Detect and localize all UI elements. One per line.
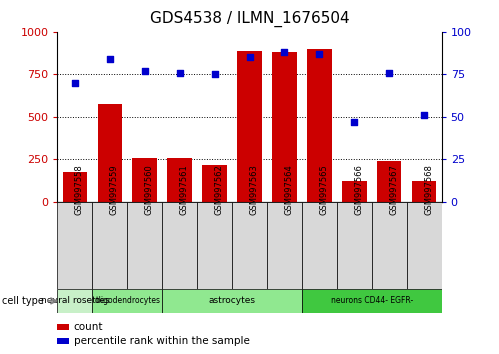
Point bbox=[141, 68, 149, 74]
Bar bbox=[162, 202, 197, 289]
Text: GSM997567: GSM997567 bbox=[389, 164, 398, 215]
Point bbox=[280, 50, 288, 55]
Point bbox=[420, 112, 428, 118]
Text: cell type: cell type bbox=[2, 296, 44, 306]
Bar bbox=[238, 51, 262, 202]
Text: GSM997568: GSM997568 bbox=[424, 164, 433, 215]
Point bbox=[106, 56, 114, 62]
Bar bbox=[92, 202, 127, 289]
Bar bbox=[203, 165, 227, 202]
Text: GSM997565: GSM997565 bbox=[319, 164, 328, 215]
Bar bbox=[167, 159, 192, 202]
Bar bbox=[407, 202, 442, 289]
Text: astrocytes: astrocytes bbox=[209, 296, 255, 306]
Bar bbox=[57, 289, 92, 313]
Bar bbox=[302, 202, 337, 289]
Text: count: count bbox=[73, 322, 103, 332]
Text: GDS4538 / ILMN_1676504: GDS4538 / ILMN_1676504 bbox=[150, 11, 349, 27]
Bar bbox=[377, 161, 401, 202]
Text: GSM997566: GSM997566 bbox=[354, 164, 363, 215]
Text: neurons CD44- EGFR-: neurons CD44- EGFR- bbox=[331, 296, 413, 306]
Text: oligodendrocytes: oligodendrocytes bbox=[94, 296, 160, 306]
Text: GSM997563: GSM997563 bbox=[250, 164, 258, 215]
Bar bbox=[197, 202, 232, 289]
Bar bbox=[162, 289, 302, 313]
Bar bbox=[267, 202, 302, 289]
Text: GSM997564: GSM997564 bbox=[284, 164, 293, 215]
Bar bbox=[57, 202, 92, 289]
Point bbox=[385, 70, 393, 75]
Point bbox=[176, 70, 184, 75]
Bar bbox=[302, 289, 442, 313]
Bar bbox=[342, 181, 366, 202]
Text: GSM997558: GSM997558 bbox=[75, 164, 84, 215]
Bar bbox=[307, 49, 331, 202]
Point bbox=[246, 55, 253, 60]
Text: neural rosettes: neural rosettes bbox=[40, 296, 109, 306]
Bar bbox=[232, 202, 267, 289]
Bar bbox=[63, 172, 87, 202]
Bar bbox=[97, 104, 122, 202]
Bar bbox=[57, 324, 69, 330]
Bar bbox=[372, 202, 407, 289]
Bar bbox=[127, 202, 162, 289]
Point bbox=[350, 119, 358, 125]
Bar bbox=[272, 52, 296, 202]
Text: GSM997560: GSM997560 bbox=[145, 164, 154, 215]
Point bbox=[211, 72, 219, 77]
Point bbox=[315, 51, 323, 57]
Bar bbox=[337, 202, 372, 289]
Point bbox=[71, 80, 79, 86]
Text: percentile rank within the sample: percentile rank within the sample bbox=[73, 336, 250, 346]
Bar bbox=[57, 338, 69, 344]
Text: GSM997561: GSM997561 bbox=[180, 164, 189, 215]
Text: GSM997559: GSM997559 bbox=[110, 164, 119, 215]
Text: GSM997562: GSM997562 bbox=[215, 164, 224, 215]
Bar bbox=[132, 159, 157, 202]
Bar bbox=[92, 289, 162, 313]
Bar bbox=[412, 181, 436, 202]
